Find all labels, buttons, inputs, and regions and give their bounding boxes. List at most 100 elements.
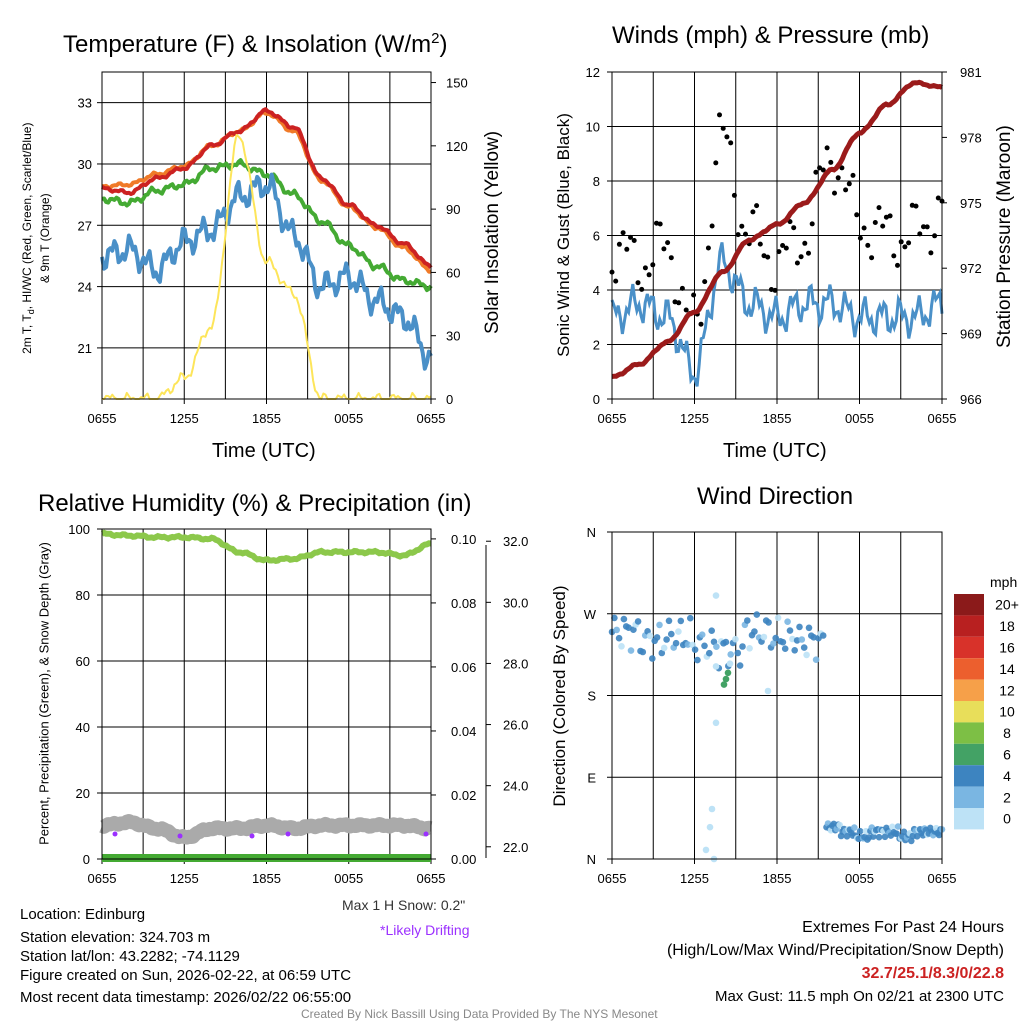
gust-point bbox=[665, 240, 671, 246]
legend-swatch bbox=[954, 808, 984, 830]
gust-point bbox=[765, 254, 771, 260]
pressure-ytick-label: 969 bbox=[960, 327, 982, 342]
direction-xtick-label: 1255 bbox=[680, 871, 709, 886]
temperature-series-3 bbox=[100, 172, 433, 371]
info-elevation: Station elevation: 324.703 m bbox=[20, 929, 211, 946]
direction-point bbox=[710, 638, 718, 646]
gust-point bbox=[806, 250, 811, 256]
legend-swatch bbox=[954, 615, 984, 637]
direction-point bbox=[746, 645, 753, 652]
direction-point bbox=[727, 651, 734, 658]
drifting-marker bbox=[423, 831, 429, 837]
legend-label: 12 bbox=[999, 682, 1015, 698]
humidity-xtick-label: 1855 bbox=[252, 871, 281, 886]
snow-depth-ytick-label: 22.0 bbox=[503, 840, 528, 855]
direction-point bbox=[779, 638, 787, 646]
gust-point bbox=[921, 224, 926, 230]
gust-point bbox=[794, 260, 800, 266]
gust-point bbox=[676, 300, 682, 306]
direction-point bbox=[736, 662, 744, 669]
direction-point bbox=[772, 634, 779, 642]
temperature-xtick-label: 0655 bbox=[88, 411, 117, 426]
direction-point bbox=[627, 647, 635, 654]
direction-point bbox=[656, 621, 663, 629]
extremes-subtitle: (High/Low/Max Wind/Precipitation/Snow De… bbox=[666, 942, 1004, 959]
temperature-xtick-label: 0055 bbox=[334, 411, 363, 426]
legend-label: 20+ bbox=[995, 597, 1019, 613]
pressure-ytick-label: 978 bbox=[960, 130, 982, 145]
direction-point bbox=[701, 642, 708, 650]
direction-point bbox=[843, 833, 851, 840]
direction-point bbox=[620, 615, 628, 623]
gust-point bbox=[935, 195, 941, 201]
gust-point bbox=[639, 286, 645, 292]
precip-ytick-label: 0.02 bbox=[451, 788, 476, 803]
direction-ytick-label: S bbox=[587, 689, 596, 704]
direction-point bbox=[653, 634, 661, 641]
winds-plot-frame bbox=[611, 71, 943, 400]
snow-depth-line bbox=[97, 814, 436, 845]
humidity-ytick-label: 100 bbox=[68, 522, 90, 537]
humidity-ytick-label: 20 bbox=[76, 786, 90, 801]
gust-point bbox=[872, 220, 878, 225]
direction-point bbox=[764, 687, 772, 695]
gust-point bbox=[813, 169, 819, 175]
direction-ytick-label: N bbox=[587, 525, 596, 540]
extremes-values: 32.7/25.1/8.3/0/22.8 bbox=[861, 965, 1004, 982]
insolation-ytick-label: 0 bbox=[446, 392, 453, 407]
gust-point bbox=[809, 221, 815, 227]
info-recent: Most recent data timestamp: 2026/02/22 0… bbox=[20, 989, 352, 1006]
humidity-xtick-label: 0655 bbox=[88, 871, 117, 886]
legend-label: 14 bbox=[999, 661, 1015, 677]
gust-point bbox=[783, 245, 789, 251]
direction-point bbox=[702, 846, 710, 854]
direction-point bbox=[791, 647, 798, 654]
snow-depth-ytick-label: 24.0 bbox=[503, 779, 528, 794]
gust-point bbox=[928, 250, 934, 256]
direction-point bbox=[639, 648, 647, 656]
direction-point bbox=[630, 626, 637, 633]
direction-point bbox=[611, 614, 618, 622]
legend-swatch bbox=[954, 765, 984, 787]
gust-point bbox=[846, 181, 852, 187]
gust-point bbox=[728, 140, 734, 146]
direction-point bbox=[665, 617, 673, 625]
insolation-ytick-label: 90 bbox=[446, 202, 460, 217]
legend-swatch bbox=[954, 722, 984, 744]
sonic-wind-line bbox=[610, 242, 944, 387]
direction-xtick-label: 0655 bbox=[928, 871, 957, 886]
info-location: Location: Edinburg bbox=[20, 906, 146, 923]
insolation-ytick-label: 150 bbox=[446, 76, 468, 91]
direction-point bbox=[851, 824, 858, 831]
direction-panel-title: Wind Direction bbox=[697, 483, 854, 510]
direction-point bbox=[784, 618, 791, 625]
direction-point bbox=[734, 649, 742, 657]
direction-xtick-label: 0655 bbox=[598, 871, 627, 886]
winds-ytick-label: 8 bbox=[593, 174, 600, 189]
max-snow-note: Max 1 H Snow: 0.2" bbox=[342, 897, 466, 913]
gust-point bbox=[613, 278, 619, 284]
temperature-panel-title: Temperature (F) & Insolation (W/m2) bbox=[63, 30, 448, 58]
wind-y-axis-label: Sonic Wind & Gust (Blue, Black) bbox=[554, 113, 573, 357]
gust-point bbox=[668, 255, 674, 261]
precip-ytick-label: 0.08 bbox=[451, 596, 476, 611]
direction-point bbox=[724, 669, 732, 677]
direction-point bbox=[663, 636, 670, 643]
direction-point bbox=[796, 623, 803, 631]
direction-y-axis-label: Direction (Colored By Speed) bbox=[550, 585, 569, 807]
legend-swatch bbox=[954, 594, 984, 616]
gust-point bbox=[776, 249, 782, 255]
direction-point bbox=[618, 643, 625, 650]
drifting-note: *Likely Drifting bbox=[380, 922, 470, 938]
direction-ytick-label: E bbox=[587, 770, 596, 785]
legend-title: mph bbox=[990, 574, 1018, 590]
gust-point bbox=[739, 223, 745, 229]
winds-ytick-label: 10 bbox=[586, 120, 600, 135]
direction-point bbox=[836, 821, 843, 829]
snow-depth-ytick-label: 26.0 bbox=[503, 718, 528, 733]
direction-point bbox=[875, 833, 883, 841]
insolation-ytick-label: 30 bbox=[446, 329, 460, 344]
direction-point bbox=[812, 656, 820, 663]
direction-point bbox=[870, 833, 877, 840]
